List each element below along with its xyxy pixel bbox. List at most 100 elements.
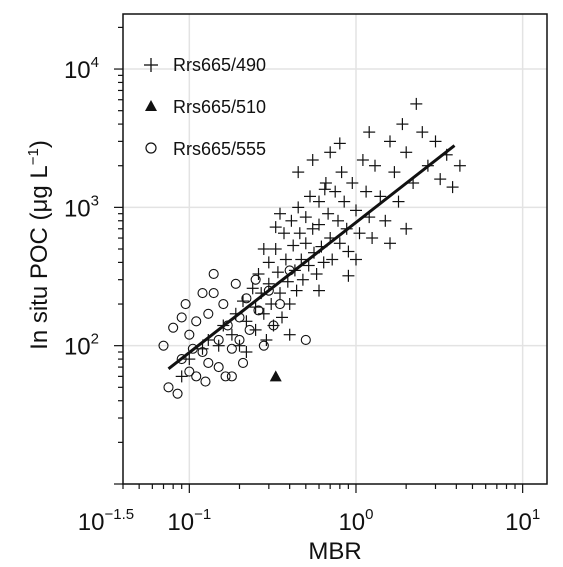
point-circle xyxy=(274,298,286,310)
fit-line-group xyxy=(167,144,456,371)
point-plus xyxy=(396,118,409,131)
x-tick-label: 10−1.5 xyxy=(78,506,134,536)
point-plus xyxy=(274,287,286,300)
point-circle xyxy=(268,320,279,331)
point-plus xyxy=(317,256,330,269)
point-plus xyxy=(212,339,225,352)
point-plus xyxy=(296,273,309,286)
point-plus xyxy=(400,146,413,159)
x-tick-label: 10−1 xyxy=(167,506,211,536)
regression-line xyxy=(167,144,456,371)
point-circle xyxy=(184,329,195,340)
point-circle xyxy=(253,305,264,316)
y-tick-label: 103 xyxy=(64,192,99,222)
point-plus xyxy=(278,227,290,240)
point-plus xyxy=(318,183,331,196)
point-circle xyxy=(163,382,174,393)
legend-marker-triangle xyxy=(145,100,157,111)
point-circle xyxy=(200,376,211,387)
point-plus xyxy=(332,214,344,227)
point-plus xyxy=(175,370,188,383)
point-plus xyxy=(310,268,323,280)
point-circle xyxy=(197,346,208,358)
point-plus xyxy=(302,259,315,272)
point-plus xyxy=(326,253,339,266)
point-plus xyxy=(257,243,270,255)
point-plus xyxy=(366,232,379,244)
point-circle xyxy=(241,293,252,304)
point-plus xyxy=(293,227,306,240)
y-tick-label: 104 xyxy=(64,54,99,84)
point-plus xyxy=(400,222,413,235)
point-plus xyxy=(350,204,362,217)
point-plus xyxy=(363,211,376,224)
point-circle xyxy=(176,312,187,323)
point-circle xyxy=(168,322,179,333)
point-circle xyxy=(244,324,255,335)
point-plus xyxy=(446,181,459,194)
point-plus xyxy=(416,126,429,139)
point-circle xyxy=(176,354,187,365)
point-plus xyxy=(342,245,355,258)
axis-ticks xyxy=(114,26,524,493)
point-plus xyxy=(346,177,359,189)
legend-label-series-1: Rrs665/490 xyxy=(173,55,266,75)
point-circle xyxy=(234,312,245,323)
point-plus xyxy=(290,284,303,297)
point-circle xyxy=(191,316,202,327)
point-circle xyxy=(197,288,208,299)
point-plus xyxy=(384,237,396,250)
legend-label-series-3: Rrs665/555 xyxy=(173,139,266,159)
point-plus xyxy=(329,185,342,198)
point-plus xyxy=(260,334,273,346)
x-tick-label: 101 xyxy=(505,506,540,536)
point-circle xyxy=(187,343,198,354)
point-circle xyxy=(250,274,261,285)
point-circle xyxy=(218,298,229,310)
point-plus xyxy=(274,207,286,220)
point-plus xyxy=(342,269,355,282)
point-plus xyxy=(229,307,242,320)
point-plus xyxy=(340,222,353,235)
point-circle xyxy=(208,268,219,280)
point-plus xyxy=(285,214,298,227)
point-plus xyxy=(271,266,284,279)
point-plus xyxy=(249,323,262,336)
point-circle xyxy=(258,340,269,351)
point-plus xyxy=(429,135,442,148)
point-plus xyxy=(304,190,316,203)
point-plus xyxy=(353,227,366,240)
point-circle xyxy=(203,308,214,319)
point-circle xyxy=(230,278,241,289)
y-axis-label: In situ POC (μg L−1) xyxy=(25,140,53,350)
point-plus xyxy=(421,159,434,172)
point-plus xyxy=(279,253,292,266)
point-plus xyxy=(324,146,337,159)
point-plus xyxy=(360,185,373,198)
point-plus xyxy=(434,173,447,186)
point-circle xyxy=(208,288,219,299)
point-plus xyxy=(262,277,275,290)
legend-marker-plus xyxy=(144,58,158,72)
point-plus xyxy=(308,246,320,259)
point-plus xyxy=(292,166,305,179)
data-points xyxy=(158,97,466,399)
point-plus xyxy=(407,177,420,189)
point-plus xyxy=(384,135,396,148)
point-plus xyxy=(183,353,196,366)
point-plus xyxy=(295,253,308,266)
legend-marker-circle xyxy=(145,142,157,154)
point-plus xyxy=(453,159,466,172)
point-circle xyxy=(158,340,169,351)
point-circle xyxy=(226,343,237,354)
point-plus xyxy=(322,207,335,220)
point-plus xyxy=(319,177,332,189)
tick-labels: 10−1.5 10−1 100 101 102 103 104 xyxy=(64,54,540,536)
point-plus xyxy=(292,201,305,214)
point-plus xyxy=(335,166,348,179)
point-plus xyxy=(315,240,328,253)
legend-label-series-2: Rrs665/510 xyxy=(173,97,266,117)
point-plus xyxy=(269,221,282,234)
point-plus xyxy=(338,195,351,208)
